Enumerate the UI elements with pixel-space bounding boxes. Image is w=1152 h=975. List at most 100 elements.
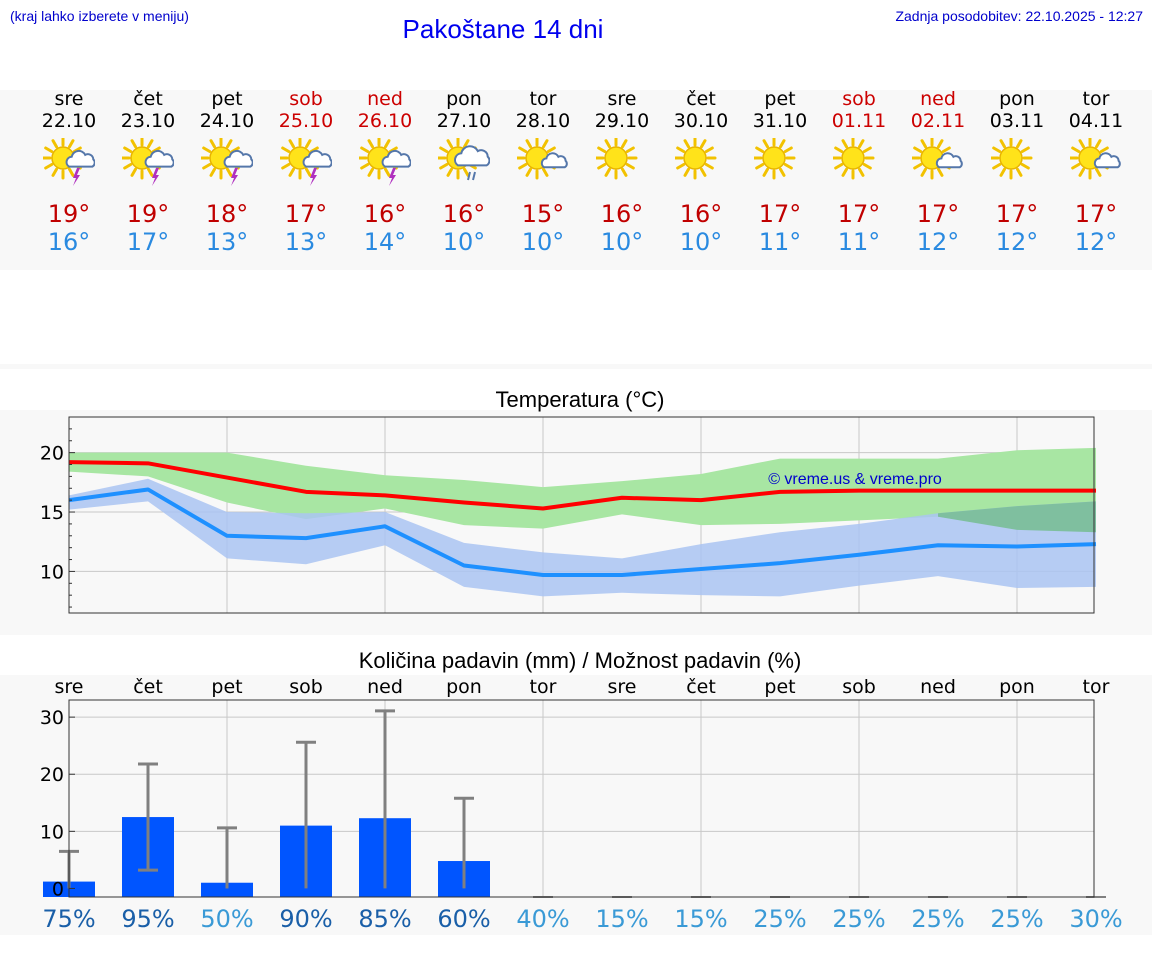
precipitation-xtick-label: pet [764,676,795,698]
day-date: 03.11 [989,110,1045,132]
day-column: pon 27.10 16° 10° [424,88,504,256]
day-name: sob [289,88,323,110]
day-name: ned [920,88,956,110]
day-date: 28.10 [515,110,571,132]
temperature-plot-frame [68,416,1095,614]
day-date: 25.10 [278,110,334,132]
sun-thunderstorm-icon [359,138,411,186]
day-date: 24.10 [199,110,255,132]
precipitation-chance-label: 85% [358,905,411,933]
precipitation-chance-label: 25% [990,905,1043,933]
separator [0,364,1152,369]
day-date: 02.11 [910,110,966,132]
precipitation-chance-label: 90% [279,905,332,933]
range-overlap [938,501,1096,533]
min-temperature: 11° [758,228,802,256]
min-temperature: 12° [1074,228,1118,256]
sun-cloud-icon [517,138,568,180]
day-column: čet 30.10 16° 10° [661,88,741,256]
max-temperature: 17° [837,200,881,228]
day-column: ned 26.10 16° 14° [345,88,425,256]
day-name: pon [446,88,482,110]
day-name: sre [54,88,84,110]
precipitation-xtick-label: čet [686,676,716,698]
precipitation-xtick-label: tor [530,676,557,698]
precipitation-xtick-label: sob [289,676,323,698]
min-temperature: 10° [521,228,565,256]
precipitation-xtick-label: ned [920,676,956,698]
min-temperature: 13° [205,228,249,256]
precipitation-xtick-label: sre [55,676,84,698]
precipitation-chance-label: 25% [911,905,964,933]
day-name: tor [529,88,557,110]
precipitation-chance-label: 95% [121,905,174,933]
precipitation-plot-frame [68,699,1095,898]
precipitation-bar [201,882,253,897]
precipitation-chance-label: 30% [1069,905,1122,933]
page-title: Pakoštane 14 dni [402,14,604,44]
min-temperature: 14° [363,228,407,256]
forecast-band [0,90,1152,270]
temperature-ytick-label: 15 [40,502,64,524]
sun-icon [833,138,875,180]
precipitation-chance-label: 15% [595,905,648,933]
min-temperature: 12° [916,228,960,256]
sun-cloud-icon [1070,138,1121,180]
precipitation-xtick-label: pon [999,676,1035,698]
min-temperature-line [68,487,1097,577]
day-column: tor 28.10 15° 10° [503,88,583,256]
precipitation-chance-label: 50% [200,905,253,933]
max-temperature: 17° [284,200,328,228]
day-date: 23.10 [120,110,176,132]
min-temperature: 17° [126,228,170,256]
sun-cloud-icon [912,138,963,180]
day-column: pon 03.11 17° 12° [977,88,1057,256]
max-temperature: 16° [600,200,644,228]
sun-thunderstorm-icon [201,138,253,186]
day-date: 04.11 [1068,110,1124,132]
min-temperature: 10° [442,228,486,256]
sun-rain-icon [438,138,490,181]
precipitation-chance-label: 75% [42,905,95,933]
day-name: tor [1082,88,1110,110]
precipitation-chart-title: Količina padavin (mm) / Možnost padavin … [358,648,802,673]
temperature-chart-title: Temperatura (°C) [495,387,665,412]
precipitation-xtick-label: ned [367,676,403,698]
day-column: sob 25.10 17° 13° [266,88,346,256]
max-temperature: 15° [521,200,565,228]
sun-icon [991,138,1033,180]
last-updated: Zadnja posodobitev: 22.10.2025 - 12:27 [895,8,1143,24]
day-column: tor 04.11 17° 12° [1056,88,1136,256]
min-temperature: 10° [679,228,723,256]
max-temperature: 16° [442,200,486,228]
day-name: pet [764,88,796,110]
day-name: pet [211,88,243,110]
day-column: sob 01.11 17° 11° [819,88,899,256]
precipitation-xtick-label: tor [1083,676,1110,698]
max-temperature: 19° [126,200,170,228]
day-column: ned 02.11 17° 12° [898,88,978,256]
max-temperature: 17° [758,200,802,228]
day-date: 30.10 [673,110,729,132]
day-name: pon [999,88,1035,110]
max-temperature: 18° [205,200,249,228]
precipitation-ytick-label: 0 [52,878,64,900]
sun-icon [754,138,796,180]
precipitation-chance-label: 40% [516,905,569,933]
min-temperature: 10° [600,228,644,256]
max-temperature: 19° [47,200,91,228]
min-temperature: 16° [47,228,91,256]
precipitation-chance-label: 25% [753,905,806,933]
watermark: © vreme.us & vreme.pro [768,471,942,488]
day-date: 29.10 [594,110,650,132]
day-date: 26.10 [357,110,413,132]
max-temperature-range [69,447,1096,529]
max-temperature: 17° [916,200,960,228]
max-temperature: 17° [995,200,1039,228]
location-hint[interactable]: (kraj lahko izberete v meniju) [10,8,189,24]
day-name: sre [607,88,637,110]
day-name: sob [842,88,876,110]
precipitation-chance-label: 25% [832,905,885,933]
sun-thunderstorm-icon [122,138,174,186]
precipitation-chance-label: 60% [437,905,490,933]
